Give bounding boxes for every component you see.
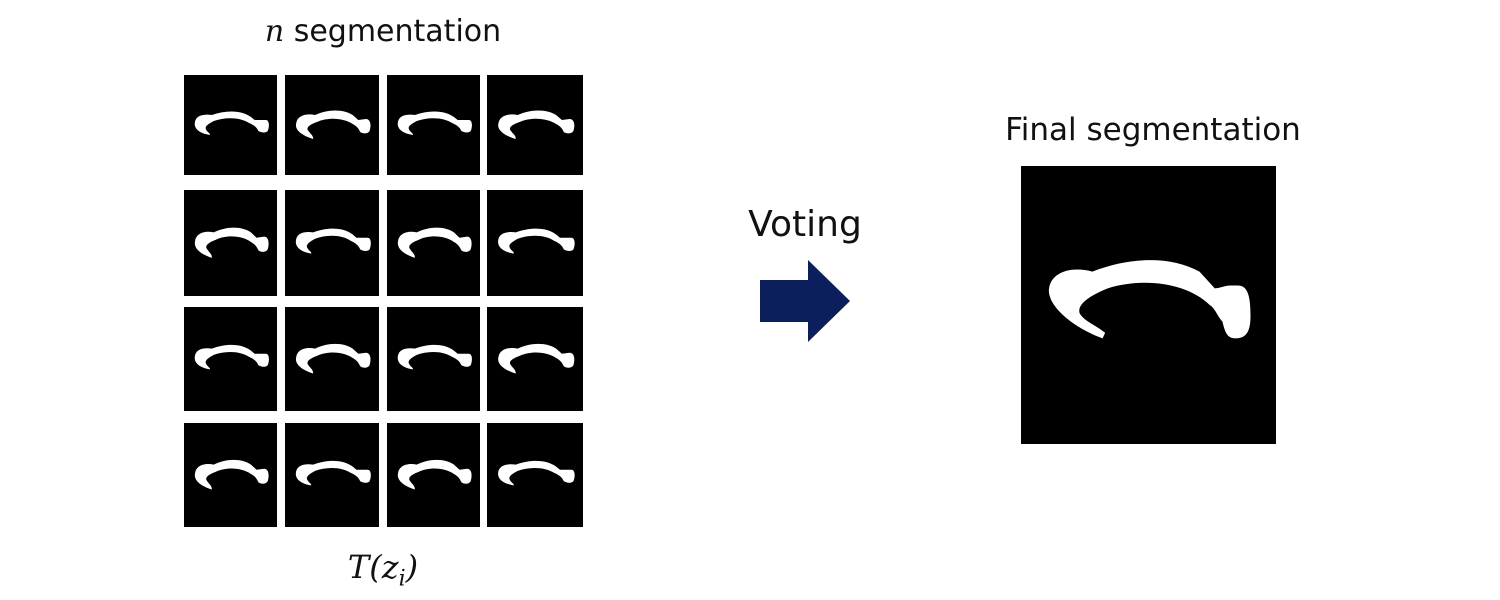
segmentation-mask	[397, 459, 472, 490]
segmentation-tile	[487, 423, 583, 527]
segmentation-mask	[295, 460, 371, 486]
grid-title-text: segmentation	[284, 14, 502, 49]
final-segmentation-title: Final segmentation	[1005, 112, 1301, 148]
segmentation-tile	[487, 190, 583, 296]
segmentation-mask	[397, 111, 472, 135]
segmentation-tile	[387, 423, 480, 527]
segmentation-mask	[498, 110, 575, 139]
grid-function-subscript: i	[398, 566, 406, 592]
segmentation-mask	[498, 228, 575, 254]
grid-function-close: )	[405, 548, 419, 586]
segmentation-tile	[184, 75, 277, 175]
segmentation-tile	[184, 423, 277, 527]
segmentation-tile	[285, 423, 379, 527]
segmentation-tile	[184, 307, 277, 411]
segmentation-mask	[295, 110, 371, 139]
segmentation-mask	[295, 343, 371, 374]
final-segmentation-image	[1021, 166, 1276, 444]
segmentation-tile	[285, 190, 379, 296]
segmentation-tile	[487, 75, 583, 175]
segmentation-mask	[397, 227, 472, 258]
grid-function-name: T(z	[347, 548, 399, 586]
segmentation-mask	[498, 343, 575, 374]
right-arrow-shape	[760, 260, 850, 342]
segmentation-mask	[194, 111, 269, 135]
segmentation-mask	[295, 228, 371, 254]
segmentation-tile	[487, 307, 583, 411]
segmentation-tile	[387, 75, 480, 175]
grid-function-label: T(zi)	[182, 548, 584, 591]
segmentation-mask	[194, 344, 269, 370]
segmentation-mask	[194, 227, 269, 258]
segmentation-mask	[194, 459, 269, 490]
grid-title: n segmentation	[182, 14, 584, 49]
grid-title-variable: n	[264, 14, 285, 49]
segmentation-tile	[285, 307, 379, 411]
segmentation-tile	[184, 190, 277, 296]
final-segmentation-mask	[1048, 260, 1251, 339]
right-arrow-icon	[760, 260, 850, 342]
segmentation-mask	[397, 344, 472, 370]
segmentation-mask	[498, 460, 575, 486]
segmentation-tile	[387, 190, 480, 296]
segmentation-tile	[285, 75, 379, 175]
voting-label: Voting	[748, 204, 862, 245]
segmentation-tile	[387, 307, 480, 411]
